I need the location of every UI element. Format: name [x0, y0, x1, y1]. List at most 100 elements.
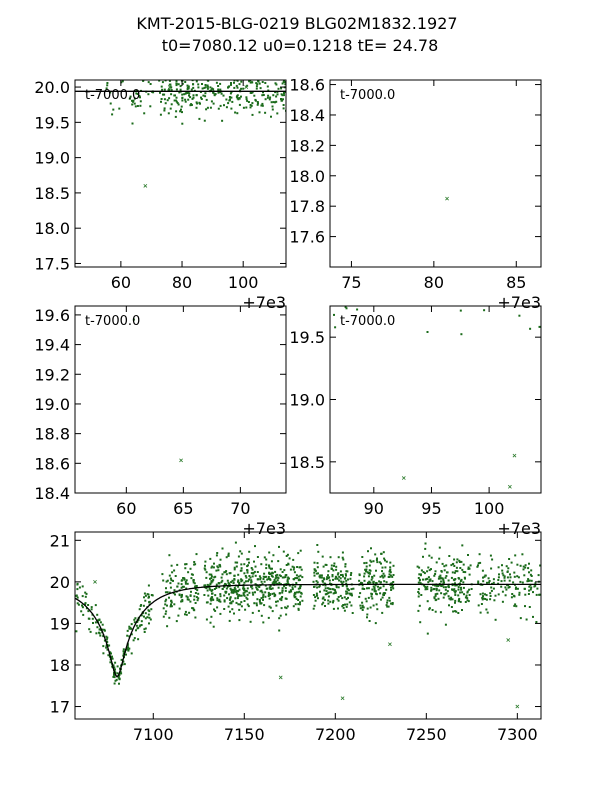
panel-bottom-point-594: [268, 566, 271, 569]
panel-bottom-point-1248: [433, 574, 436, 577]
panel-bottom-point-1228: [426, 588, 429, 591]
panel-bottom-point-1376: [460, 560, 463, 563]
panel-top-left-point-208: [190, 88, 193, 91]
panel-bottom-point-1170: [418, 566, 421, 569]
panel-top-left-point-328: [271, 108, 274, 111]
panel-bottom-point-1535: [526, 580, 529, 583]
panel-bottom-point-398: [277, 560, 280, 563]
panel-bottom-point-747: [266, 578, 269, 581]
panel-bottom-point-35: [77, 603, 80, 606]
panel-bottom-point-1508: [527, 593, 530, 595]
panel-bottom-point-95: [119, 670, 122, 673]
panel-bottom-point-1400: [501, 590, 504, 593]
panel-top-left-point-331: [256, 103, 259, 106]
panel-bottom-point-123: [113, 672, 115, 674]
panel-bottom-point-1501: [483, 575, 486, 578]
panel-bottom-point-436: [237, 555, 240, 558]
panel-bottom-point-791: [232, 582, 235, 585]
panel-top-left-point-206: [203, 86, 206, 89]
panel-bottom-point-661: [283, 585, 286, 588]
panel-bottom-point-818: [271, 592, 274, 595]
panel-bottom-point-1196: [457, 594, 460, 597]
panel-top-left-point-139: [175, 80, 178, 83]
panel-bottom-point-714: [282, 576, 285, 579]
panel-bottom-point-249: [182, 585, 185, 588]
panel-mid-right-ytick-label-0: 18.5: [289, 453, 325, 472]
panel-bottom-outlier-1: [93, 579, 97, 584]
panel-bottom-point-1489: [494, 618, 497, 621]
panel-top-left-point-298: [229, 92, 232, 95]
panel-bottom-point-1327: [446, 590, 449, 593]
panel-top-left-point-113: [175, 82, 178, 85]
panel-bottom-point-149: [123, 663, 126, 666]
panel-bottom-xtick-label-1: 7150: [224, 725, 265, 744]
panel-bottom-point-90: [118, 682, 120, 685]
panel-bottom-point-666: [210, 575, 213, 578]
panel-bottom-point-1391: [492, 578, 495, 581]
panel-bottom-point-1135: [383, 580, 386, 583]
panel-bottom-point-66: [107, 644, 109, 647]
panel-bottom-point-1300: [460, 578, 463, 581]
panel-bottom-point-292: [188, 611, 191, 614]
panel-bottom-point-325: [196, 589, 199, 592]
panel-top-left-point-54: [170, 89, 173, 92]
panel-bottom-point-581: [233, 586, 236, 589]
panel-bottom-point-174: [147, 609, 150, 612]
panel-bottom-point-1261: [434, 570, 437, 573]
panel-bottom-point-406: [213, 562, 215, 565]
panel-bottom-point-1218: [434, 594, 437, 597]
panel-bottom-point-1029: [379, 575, 382, 578]
panel-bottom-point-1461: [500, 580, 503, 583]
panel-bottom-point-1308: [458, 561, 461, 563]
panel-bottom-point-938: [317, 550, 320, 553]
panel-top-left-point-325: [264, 82, 267, 84]
panel-bottom-point-648: [238, 583, 241, 586]
panel-bottom-point-668: [221, 588, 224, 590]
panel-bottom-point-140: [147, 584, 150, 587]
panel-bottom-point-658: [233, 574, 236, 577]
panel-top-left-point-77: [174, 94, 176, 97]
panel-bottom-point-618: [300, 568, 303, 571]
panel-bottom-point-1167: [370, 560, 373, 563]
panel-bottom-point-697: [272, 554, 275, 557]
panel-bottom-point-678: [291, 588, 294, 591]
panel-bottom-point-656: [226, 579, 229, 582]
panel-bottom-point-42: [105, 638, 108, 641]
panel-mid-left-xtick-label-2: 70: [230, 499, 250, 518]
panel-top-left-point-383: [269, 96, 272, 99]
panel-bottom-point-253: [171, 571, 174, 574]
panel-bottom-point-947: [340, 580, 343, 583]
panel-bottom-point-1464: [519, 580, 522, 583]
panel-bottom-point-471: [223, 608, 226, 610]
panel-bottom-point-1158: [379, 587, 382, 590]
panel-bottom-point-920: [323, 582, 326, 585]
panel-bottom-point-1313: [453, 588, 456, 591]
panel-mid-right-frame: [329, 305, 542, 494]
panel-bottom-point-193: [144, 612, 147, 615]
panel-bottom-point-1318: [456, 558, 459, 561]
panel-bottom-point-1031: [390, 582, 393, 585]
panel-bottom-point-631: [234, 561, 237, 564]
panel-bottom-point-1096: [376, 608, 379, 611]
panel-bottom-point-112: [122, 648, 125, 651]
panel-bottom-point-1450: [497, 566, 500, 569]
panel-bottom-point-19: [87, 610, 90, 613]
panel-bottom-point-198: [146, 593, 149, 596]
panel-bottom-point-1109: [382, 572, 385, 575]
panel-top-left-point-151: [178, 91, 181, 94]
panel-top-left-frame: [74, 79, 287, 268]
panel-bottom-point-1150: [371, 588, 374, 591]
panel-mid-right-xtick-label-2: 100: [474, 499, 505, 518]
panel-bottom-point-266: [166, 579, 169, 582]
panel-bottom-point-1413: [525, 618, 528, 621]
panel-bottom-point-33: [88, 628, 91, 631]
panel-bottom-point-1310: [454, 590, 457, 593]
panel-bottom-point-1138: [385, 560, 388, 563]
panel-bottom-point-748: [267, 577, 270, 580]
panel-mid-right-point-76: [483, 309, 486, 312]
panel-bottom-point-300: [173, 569, 176, 572]
panel-bottom-point-996: [352, 587, 355, 590]
panel-top-left-point-66: [164, 80, 167, 82]
panel-bottom-point-59: [103, 639, 106, 642]
panel-bottom-point-871: [315, 572, 318, 575]
